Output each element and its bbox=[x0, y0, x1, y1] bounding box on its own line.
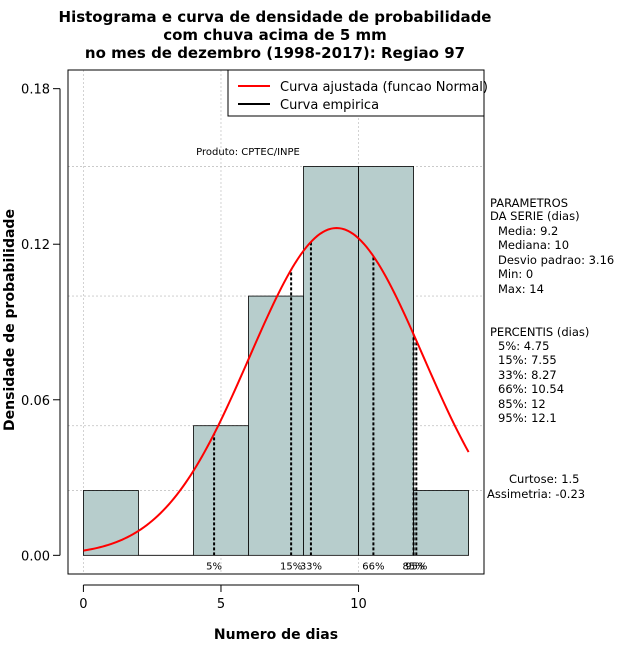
param-media: Media: 9.2 bbox=[498, 224, 558, 238]
source-annotation: Produto: CPTEC/INPE bbox=[196, 147, 300, 158]
fitted-normal-curve bbox=[83, 227, 470, 552]
percentile-label: 33% bbox=[300, 561, 322, 572]
y-axis: 0.00 0.06 0.12 0.18 bbox=[21, 83, 61, 564]
percentil-95: 95%: 12.1 bbox=[498, 411, 557, 425]
histogram-bar bbox=[193, 425, 249, 556]
param-max: Max: 14 bbox=[498, 282, 544, 296]
percentil-85: 85%: 12 bbox=[498, 397, 546, 411]
percentile-label: 95% bbox=[405, 561, 427, 572]
x-tick-label: 5 bbox=[217, 597, 225, 612]
legend: Curva ajustada (funcao Normal) Curva emp… bbox=[227, 69, 488, 117]
params-title-line-1: PARAMETROS bbox=[490, 196, 568, 210]
percentil-15: 15%: 7.55 bbox=[498, 353, 557, 367]
x-tick-label: 0 bbox=[79, 597, 87, 612]
fitted-curve-group bbox=[83, 227, 470, 552]
chart-title-line-2: com chuva acima de 5 mm bbox=[163, 26, 387, 44]
side-panel: PARAMETROS DA SERIE (dias) Media: 9.2 Me… bbox=[487, 196, 614, 501]
x-axis-label: Numero de dias bbox=[214, 627, 338, 643]
y-tick-label: 0.18 bbox=[21, 83, 50, 98]
curtose-value: Curtose: 1.5 bbox=[509, 472, 579, 486]
percentile-lines: 5% 15%33% 66% 85%95% bbox=[206, 241, 427, 572]
param-mediana: Mediana: 10 bbox=[498, 238, 569, 252]
percentis-title: PERCENTIS (dias) bbox=[490, 325, 589, 339]
chart-title-line-3: no mes de dezembro (1998-2017): Regiao 9… bbox=[85, 44, 465, 62]
histogram-bar bbox=[413, 490, 469, 556]
histogram-bar bbox=[358, 166, 414, 556]
legend-box bbox=[227, 69, 485, 117]
assimetria-value: Assimetria: -0.23 bbox=[487, 487, 585, 501]
params-title-line-2: DA SERIE (dias) bbox=[490, 209, 580, 223]
legend-label-empirical: Curva empirica bbox=[280, 98, 379, 113]
percentil-66: 66%: 10.54 bbox=[498, 382, 564, 396]
x-axis: 0 5 10 bbox=[79, 584, 367, 612]
percentil-5: 5%: 4.75 bbox=[498, 339, 549, 353]
percentile-label: 5% bbox=[206, 561, 222, 572]
legend-label-fitted: Curva ajustada (funcao Normal) bbox=[280, 80, 488, 95]
param-desvio: Desvio padrao: 3.16 bbox=[498, 253, 614, 267]
y-axis-label: Densidade de probabilidade bbox=[2, 209, 18, 431]
percentile-label: 85% bbox=[402, 561, 424, 572]
y-tick-label: 0.00 bbox=[21, 549, 50, 564]
histogram-bar bbox=[303, 166, 359, 556]
percentile-label: 66% bbox=[362, 561, 384, 572]
chart-title-line-1: Histograma e curva de densidade de proba… bbox=[59, 8, 492, 26]
param-min: Min: 0 bbox=[498, 267, 533, 281]
histogram-bars bbox=[83, 166, 469, 556]
x-tick-label: 10 bbox=[350, 597, 367, 612]
percentile-label: 15% bbox=[280, 561, 302, 572]
histogram-bar bbox=[248, 295, 304, 556]
y-tick-label: 0.06 bbox=[21, 394, 50, 409]
percentil-33: 33%: 8.27 bbox=[498, 368, 557, 382]
y-tick-label: 0.12 bbox=[21, 238, 50, 253]
histogram-bar bbox=[83, 490, 139, 556]
